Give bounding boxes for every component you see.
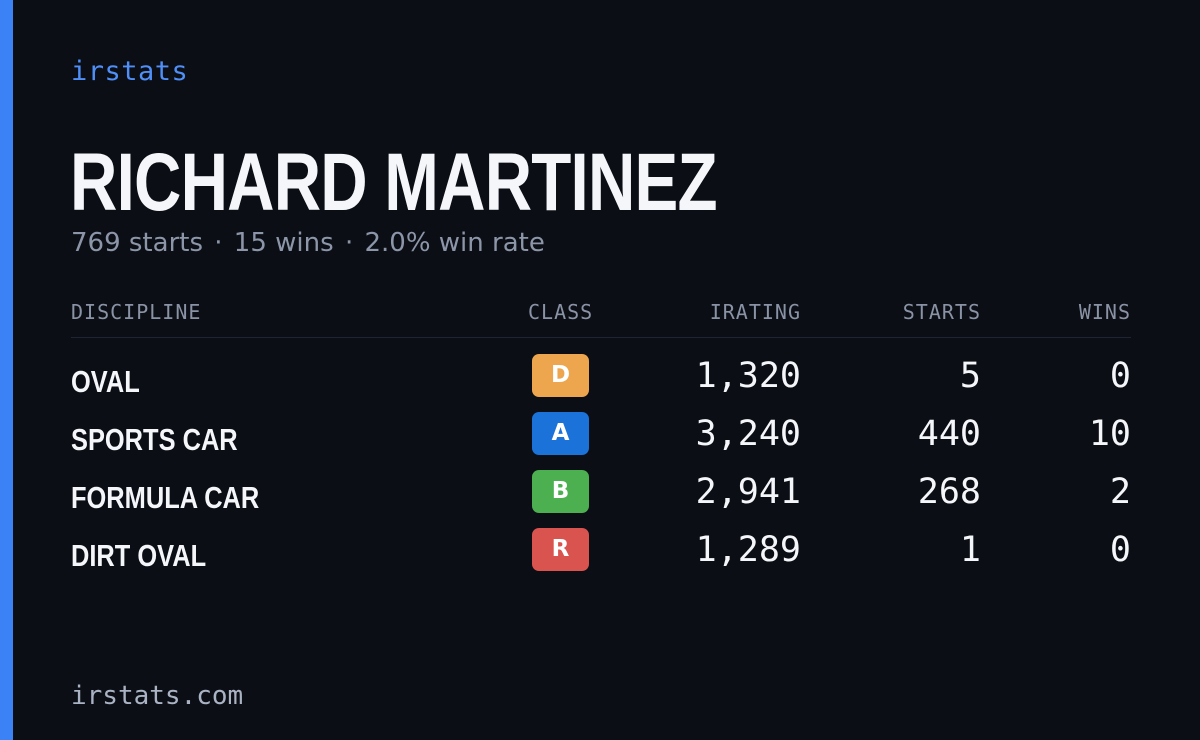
header-starts: STARTS xyxy=(902,300,981,324)
class-badge: B xyxy=(532,470,589,513)
starts-value: 5 xyxy=(959,356,981,396)
irating-value: 3,240 xyxy=(695,414,801,454)
table-header: DISCIPLINE CLASS IRATING STARTS WINS xyxy=(71,300,1131,338)
starts-value: 268 xyxy=(917,472,981,512)
header-wins: WINS xyxy=(1078,300,1131,324)
discipline-name: FORMULA CAR xyxy=(71,480,260,515)
discipline-name: SPORTS CAR xyxy=(71,422,238,457)
starts-value: 440 xyxy=(917,414,981,454)
wins-value: 0 xyxy=(1109,530,1131,570)
table-row: SPORTS CAR A 3,240 440 10 xyxy=(71,412,1131,470)
brand-logo-text[interactable]: irstats xyxy=(71,56,189,87)
wins-value: 0 xyxy=(1109,356,1131,396)
starts-summary: 769 starts xyxy=(71,228,203,258)
summary-separator: · xyxy=(214,228,223,258)
discipline-name: OVAL xyxy=(71,364,140,399)
table-row: OVAL D 1,320 5 0 xyxy=(71,354,1131,412)
class-badge: D xyxy=(532,354,589,397)
player-name: RICHARD MARTINEZ xyxy=(70,137,718,228)
class-badge: R xyxy=(532,528,589,571)
irating-value: 1,320 xyxy=(695,356,801,396)
wins-summary: 15 wins xyxy=(233,228,334,258)
irating-value: 1,289 xyxy=(695,530,801,570)
footer-domain[interactable]: irstats.com xyxy=(71,681,244,711)
irating-value: 2,941 xyxy=(695,472,801,512)
starts-value: 1 xyxy=(959,530,981,570)
header-discipline: DISCIPLINE xyxy=(71,300,202,324)
table-row: FORMULA CAR B 2,941 268 2 xyxy=(71,470,1131,528)
accent-bar xyxy=(0,0,13,740)
summary-separator: · xyxy=(344,228,354,258)
player-summary: 769 starts · 15 wins · 2.0% win rate xyxy=(71,228,545,258)
wins-value: 10 xyxy=(1088,414,1131,454)
table-row: DIRT OVAL R 1,289 1 0 xyxy=(71,528,1131,586)
win-rate-summary: 2.0% win rate xyxy=(364,228,545,258)
header-irating: IRATING xyxy=(709,300,801,324)
wins-value: 2 xyxy=(1109,472,1131,512)
class-badge: A xyxy=(532,412,589,455)
discipline-name: DIRT OVAL xyxy=(71,538,207,573)
header-class: CLASS xyxy=(528,300,594,324)
